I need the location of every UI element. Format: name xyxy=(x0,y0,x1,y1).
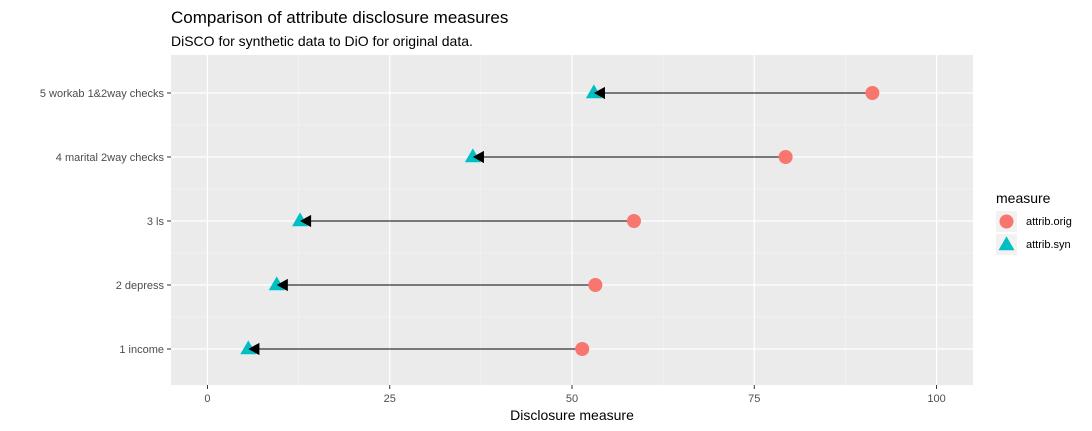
x-axis-title: Disclosure measure xyxy=(510,407,634,423)
arrow-head xyxy=(472,151,484,163)
point-attrib-orig xyxy=(778,150,793,164)
y-tick-label: 4 marital 2way checks xyxy=(56,152,165,164)
legend-title: measure xyxy=(996,190,1051,206)
x-tick-label: 75 xyxy=(748,393,760,405)
x-tick-label: 100 xyxy=(927,393,945,405)
chart-subtitle: DiSCO for synthetic data to DiO for orig… xyxy=(171,33,473,49)
x-tick-label: 50 xyxy=(566,393,578,405)
legend-key-triangle xyxy=(998,236,1015,251)
chart-title: Comparison of attribute disclosure measu… xyxy=(171,8,508,27)
legend: measure attrib.orig attrib.syn xyxy=(996,190,1072,255)
y-tick-label: 2 depress xyxy=(116,280,165,292)
legend-key-circle xyxy=(999,214,1014,229)
point-attrib-orig xyxy=(626,214,641,228)
legend-label: attrib.orig xyxy=(1026,216,1072,228)
y-tick-label: 3 ls xyxy=(147,216,165,228)
y-tick-label: 1 income xyxy=(119,344,164,356)
y-tick-label: 5 workab 1&2way checks xyxy=(40,88,165,100)
x-tick-label: 0 xyxy=(204,393,210,405)
legend-label: attrib.syn xyxy=(1026,239,1071,251)
point-attrib-orig xyxy=(865,86,880,100)
arrow-head xyxy=(593,87,605,99)
point-layer xyxy=(240,84,880,356)
y-axis: 1 income 2 depress 3 ls 4 marital 2way chec… xyxy=(40,88,171,356)
arrow-head xyxy=(300,215,312,227)
x-axis: 0 25 50 75 100 xyxy=(204,385,946,405)
point-attrib-orig xyxy=(575,342,590,356)
arrow-head xyxy=(248,343,260,355)
arrow-head xyxy=(276,279,288,291)
point-attrib-orig xyxy=(588,278,603,292)
x-tick-label: 25 xyxy=(384,393,396,405)
